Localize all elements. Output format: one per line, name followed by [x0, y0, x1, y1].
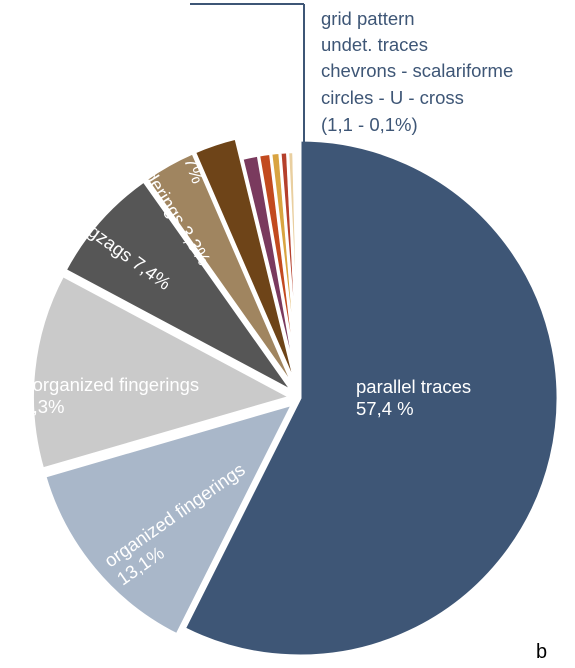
legend-line-2: undet. traces	[321, 34, 428, 55]
slice-label-parallel-traces: parallel traces 57,4 %	[356, 376, 471, 419]
pie-slice-3	[31, 273, 295, 471]
legend-line-4: circles - U - cross	[321, 87, 464, 108]
pie-slice-6	[192, 136, 299, 390]
pie-slice-2	[43, 401, 296, 637]
pie-slices	[31, 136, 560, 658]
panel-label: b	[536, 641, 547, 663]
pie-slice-1	[182, 138, 560, 658]
pie-slice-small-8	[296, 150, 302, 392]
slice-label-unorganized-fingerings: unorganized fingerings 12,3%	[12, 374, 199, 417]
legend-line-3: chevrons - scalariforme	[321, 60, 513, 81]
pie-slice-4	[63, 178, 295, 393]
legend-line-5: (1,1 - 0,1%)	[321, 114, 418, 135]
pie-slice-5	[144, 150, 297, 391]
legend-line-1: grid pattern	[321, 8, 415, 29]
